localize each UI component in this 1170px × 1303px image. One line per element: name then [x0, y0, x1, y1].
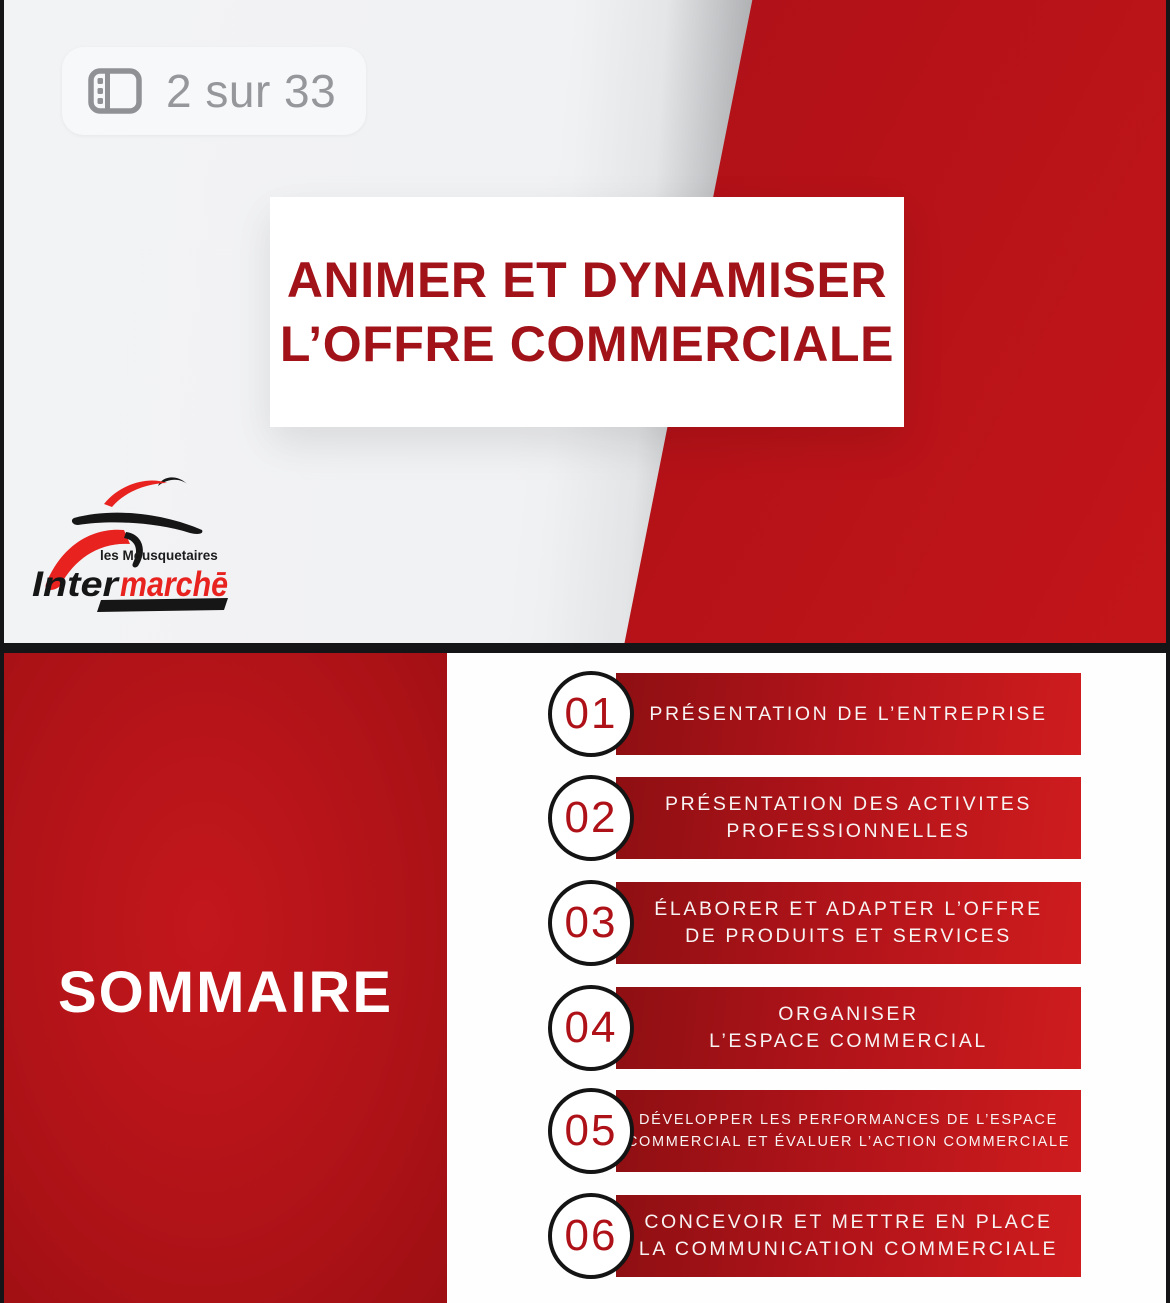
- item-bar: PRÉSENTATION DE L’ENTREPRISE: [616, 673, 1081, 755]
- logo-underline-swoosh: [97, 598, 228, 612]
- sommaire-item-1: 01 PRÉSENTATION DE L’ENTREPRISE: [548, 671, 1093, 757]
- logo-brand-inter: Inter: [32, 565, 121, 604]
- thumbnails-panel-icon: [88, 68, 142, 114]
- item-text-line: PRÉSENTATION DES ACTIVITES: [664, 793, 1032, 815]
- item-bar: ÉLABORER ET ADAPTER L’OFFRE DE PRODUITS …: [616, 882, 1081, 964]
- item-number-badge: 03: [548, 880, 634, 966]
- sommaire-heading: SOMMAIRE: [58, 960, 393, 1025]
- item-bar: DÉVELOPPER LES PERFORMANCES DE L’ESPACE …: [616, 1090, 1081, 1172]
- slide-title-page: 2 sur 33 ANIMER ET DYNAMISER L’OFFRE COM…: [4, 0, 1166, 643]
- sommaire-item-6: 06 CONCEVOIR ET METTRE EN PLACE LA COMMU…: [548, 1193, 1093, 1279]
- item-text-line: CONCEVOIR ET METTRE EN PLACE: [644, 1211, 1053, 1233]
- item-text-line: DÉVELOPPER LES PERFORMANCES DE L’ESPACE: [639, 1112, 1058, 1128]
- intermarche-logo: les Mousquetaires Inter marchē: [32, 477, 228, 612]
- page-indicator-badge[interactable]: 2 sur 33: [62, 47, 367, 135]
- item-number-badge: 05: [548, 1088, 634, 1174]
- item-bar: PRÉSENTATION DES ACTIVITES PROFESSIONNEL…: [616, 777, 1081, 859]
- item-bar: CONCEVOIR ET METTRE EN PLACE LA COMMUNIC…: [616, 1195, 1081, 1277]
- item-text-line: COMMERCIAL ET ÉVALUER L’ACTION COMMERCIA…: [626, 1134, 1071, 1150]
- logo-body-black-hook: [124, 532, 143, 568]
- logo-hat-black-crescent: [158, 477, 187, 486]
- item-text-line: PROFESSIONNELLES: [726, 820, 971, 842]
- sommaire-item-5: 05 DÉVELOPPER LES PERFORMANCES DE L’ESPA…: [548, 1088, 1093, 1174]
- item-number-badge: 04: [548, 985, 634, 1071]
- logo-tagline: les Mousquetaires: [100, 548, 218, 563]
- item-number: 04: [564, 1003, 618, 1052]
- item-text-line: L’ESPACE COMMERCIAL: [709, 1030, 988, 1052]
- logo-hat-red-crescent: [104, 480, 167, 507]
- slide-sommaire-page: SOMMAIRE 01 PRÉSENTATION DE L’ENTREPRISE…: [4, 653, 1166, 1303]
- item-number-badge: 01: [548, 671, 634, 757]
- title-card: ANIMER ET DYNAMISER L’OFFRE COMMERCIALE: [270, 197, 904, 427]
- item-text-line: ORGANISER: [778, 1003, 919, 1025]
- item-number: 02: [564, 793, 618, 842]
- page-indicator-label: 2 sur 33: [166, 65, 337, 117]
- item-number: 05: [564, 1106, 618, 1155]
- item-number-badge: 02: [548, 775, 634, 861]
- item-text-line: ÉLABORER ET ADAPTER L’OFFRE: [654, 898, 1043, 920]
- logo-body-red-arc: [45, 529, 131, 590]
- sommaire-red-panel: SOMMAIRE: [4, 653, 447, 1303]
- sommaire-item-3: 03 ÉLABORER ET ADAPTER L’OFFRE DE PRODUI…: [548, 880, 1093, 966]
- logo-hat-brim: [71, 512, 203, 534]
- slide-title-line2: L’OFFRE COMMERCIALE: [279, 316, 895, 372]
- item-number: 06: [564, 1211, 618, 1260]
- item-number: 01: [564, 689, 618, 738]
- item-number-badge: 06: [548, 1193, 634, 1279]
- slide-title-line1: ANIMER ET DYNAMISER: [286, 252, 888, 308]
- sommaire-item-4: 04 ORGANISER L’ESPACE COMMERCIAL: [548, 985, 1093, 1071]
- item-text-line: LA COMMUNICATION COMMERCIALE: [638, 1238, 1059, 1260]
- item-text-line: DE PRODUITS ET SERVICES: [685, 925, 1012, 947]
- item-bar: ORGANISER L’ESPACE COMMERCIAL: [616, 987, 1081, 1069]
- logo-brand-marche: marchē: [120, 565, 228, 604]
- sommaire-item-2: 02 PRÉSENTATION DES ACTIVITES PROFESSION…: [548, 775, 1093, 861]
- item-text-line: PRÉSENTATION DE L’ENTREPRISE: [649, 702, 1048, 725]
- item-number: 03: [564, 898, 618, 947]
